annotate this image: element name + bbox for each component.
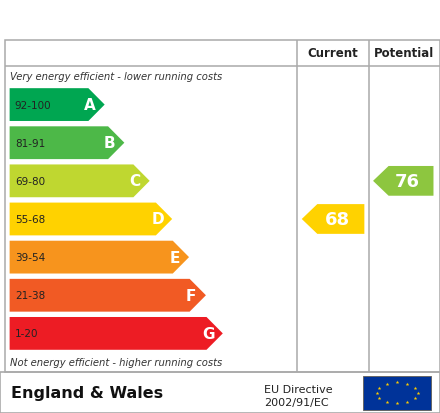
Text: A: A: [84, 98, 96, 113]
Text: C: C: [129, 174, 140, 189]
Text: Very energy efficient - lower running costs: Very energy efficient - lower running co…: [10, 71, 222, 81]
Polygon shape: [302, 204, 364, 234]
Text: Not energy efficient - higher running costs: Not energy efficient - higher running co…: [10, 358, 222, 368]
Text: B: B: [104, 136, 116, 151]
Text: D: D: [151, 212, 164, 227]
Polygon shape: [10, 279, 206, 312]
Text: 1-20: 1-20: [15, 329, 38, 339]
Text: Current: Current: [308, 47, 359, 60]
Polygon shape: [10, 241, 189, 274]
Polygon shape: [10, 89, 105, 122]
Text: 55-68: 55-68: [15, 214, 45, 224]
Text: G: G: [202, 326, 214, 341]
Text: Energy Efficiency Rating: Energy Efficiency Rating: [11, 10, 318, 30]
Text: 2002/91/EC: 2002/91/EC: [264, 396, 329, 407]
Text: 68: 68: [325, 211, 350, 228]
Text: 39-54: 39-54: [15, 252, 45, 263]
Text: 92-100: 92-100: [15, 100, 51, 110]
Text: Potential: Potential: [374, 47, 434, 60]
Text: England & Wales: England & Wales: [11, 385, 163, 400]
Text: 21-38: 21-38: [15, 291, 45, 301]
Text: F: F: [186, 288, 196, 303]
Bar: [363, 376, 431, 410]
Polygon shape: [10, 165, 150, 198]
Text: EU Directive: EU Directive: [264, 384, 333, 394]
Polygon shape: [10, 203, 172, 236]
Polygon shape: [10, 317, 223, 350]
Text: 76: 76: [395, 173, 420, 190]
Text: 81-91: 81-91: [15, 138, 45, 148]
Text: E: E: [169, 250, 180, 265]
Polygon shape: [373, 166, 433, 196]
Polygon shape: [10, 127, 125, 160]
Text: 69-80: 69-80: [15, 176, 45, 186]
